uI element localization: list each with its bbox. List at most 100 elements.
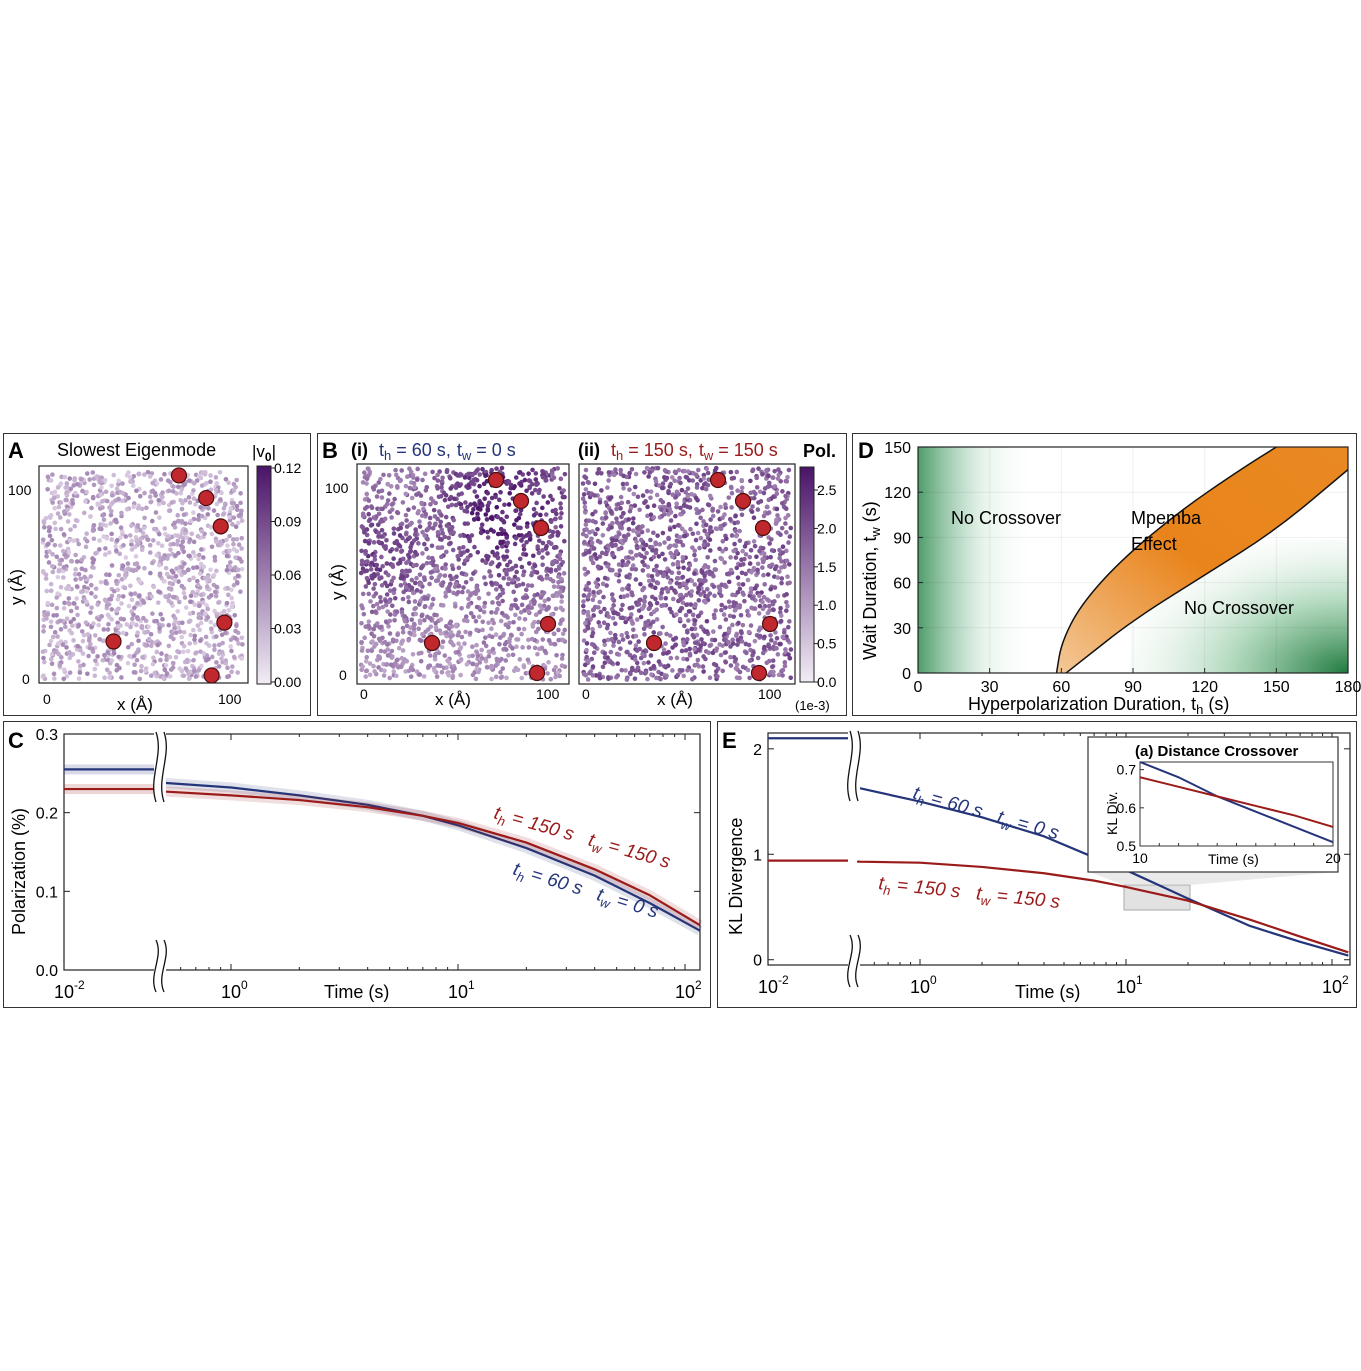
scatter-point bbox=[738, 562, 743, 568]
scatter-point bbox=[704, 587, 710, 592]
scatter-point bbox=[489, 676, 494, 682]
scatter-point bbox=[527, 533, 533, 538]
scatter-point bbox=[361, 611, 367, 617]
scatter-point bbox=[540, 592, 545, 598]
scatter-point bbox=[106, 621, 111, 627]
x-tick-exponent: -2 bbox=[74, 978, 85, 992]
scatter-point bbox=[642, 500, 647, 506]
scatter-point bbox=[655, 533, 660, 538]
scatter-point bbox=[427, 515, 433, 521]
scatter-point bbox=[646, 474, 651, 479]
scatter-point bbox=[686, 609, 692, 614]
scatter-point bbox=[96, 617, 102, 622]
scatter-point bbox=[537, 487, 542, 493]
scatter-point bbox=[371, 540, 377, 545]
scatter-point bbox=[631, 516, 636, 521]
scatter-point bbox=[181, 649, 186, 655]
scatter-point bbox=[526, 471, 531, 476]
scatter-point bbox=[674, 501, 679, 507]
scatter-point bbox=[427, 521, 432, 526]
y-tick-label: 0.2 bbox=[36, 806, 58, 823]
scatter-point bbox=[220, 640, 225, 646]
scatter-point bbox=[56, 504, 62, 510]
scatter-point bbox=[363, 584, 369, 589]
scatter-point bbox=[752, 543, 758, 549]
scatter-point bbox=[428, 496, 434, 501]
scatter-point bbox=[238, 491, 243, 496]
scatter-point bbox=[501, 575, 507, 581]
scatter-point bbox=[160, 623, 165, 628]
scatter-point bbox=[205, 615, 211, 620]
scatter-point bbox=[66, 550, 72, 555]
scatter-point bbox=[774, 646, 779, 651]
scatter-point bbox=[61, 606, 67, 611]
scatter-point bbox=[613, 610, 618, 616]
scatter-point bbox=[787, 580, 792, 586]
scatter-point bbox=[234, 580, 240, 586]
scatter-point bbox=[64, 490, 70, 495]
panel-a-xlabel: x (Å) bbox=[117, 695, 153, 714]
scatter-point bbox=[526, 645, 532, 650]
scatter-point bbox=[746, 613, 752, 618]
scatter-point bbox=[536, 550, 542, 556]
scatter-point bbox=[373, 591, 379, 596]
scatter-point bbox=[670, 492, 676, 497]
scatter-point bbox=[359, 640, 364, 645]
series-line bbox=[856, 860, 1349, 954]
scatter-point bbox=[412, 599, 418, 604]
scatter-point bbox=[646, 660, 651, 665]
scatter-point bbox=[613, 537, 619, 543]
panel-b-i-xlabel: x (Å) bbox=[435, 690, 471, 709]
scatter-point bbox=[455, 649, 461, 655]
scatter-point bbox=[231, 654, 237, 660]
x-tick-exponent: 1 bbox=[468, 978, 475, 992]
scatter-point bbox=[517, 616, 522, 621]
scatter-point bbox=[218, 490, 224, 495]
scatter-point bbox=[179, 506, 185, 512]
scatter-point bbox=[400, 625, 406, 631]
scatter-point bbox=[775, 513, 780, 518]
scatter-point bbox=[403, 531, 409, 537]
scatter-point bbox=[665, 587, 671, 593]
scatter-point bbox=[595, 470, 600, 476]
scatter-point bbox=[649, 573, 655, 579]
scatter-point bbox=[479, 522, 485, 527]
scatter-point bbox=[143, 643, 148, 648]
scatter-point bbox=[93, 551, 98, 556]
scatter-point bbox=[235, 520, 241, 526]
scatter-point bbox=[440, 603, 446, 608]
scatter-point bbox=[408, 625, 413, 630]
scatter-point bbox=[84, 531, 90, 536]
scatter-point bbox=[500, 666, 506, 671]
scatter-point bbox=[616, 578, 622, 584]
scatter-point bbox=[84, 599, 89, 605]
scatter-point bbox=[64, 645, 69, 650]
scatter-point bbox=[472, 544, 477, 550]
scatter-point bbox=[711, 584, 717, 589]
scatter-point bbox=[737, 538, 743, 543]
scatter-point bbox=[626, 517, 632, 522]
scatter-point bbox=[781, 630, 787, 635]
scatter-point bbox=[550, 593, 556, 599]
scatter-point bbox=[694, 521, 699, 527]
scatter-point bbox=[50, 634, 56, 640]
scatter-point bbox=[195, 582, 201, 588]
scatter-point bbox=[459, 505, 464, 511]
scatter-point bbox=[721, 612, 727, 617]
scatter-point bbox=[387, 618, 393, 624]
scatter-point bbox=[155, 600, 161, 605]
scatter-point bbox=[785, 574, 790, 580]
panel-b-i-tw: 0 s bbox=[492, 440, 516, 460]
scatter-point bbox=[445, 658, 450, 664]
scatter-point bbox=[517, 481, 522, 486]
scatter-point bbox=[129, 538, 134, 544]
scatter-point bbox=[598, 609, 603, 615]
scatter-point bbox=[52, 676, 57, 681]
scatter-point bbox=[773, 630, 778, 635]
scatter-point bbox=[634, 530, 640, 535]
break-line bbox=[855, 934, 861, 988]
scatter-point bbox=[430, 596, 436, 602]
scatter-point bbox=[581, 638, 587, 643]
scatter-point bbox=[717, 588, 723, 594]
scatter-point bbox=[777, 641, 783, 647]
